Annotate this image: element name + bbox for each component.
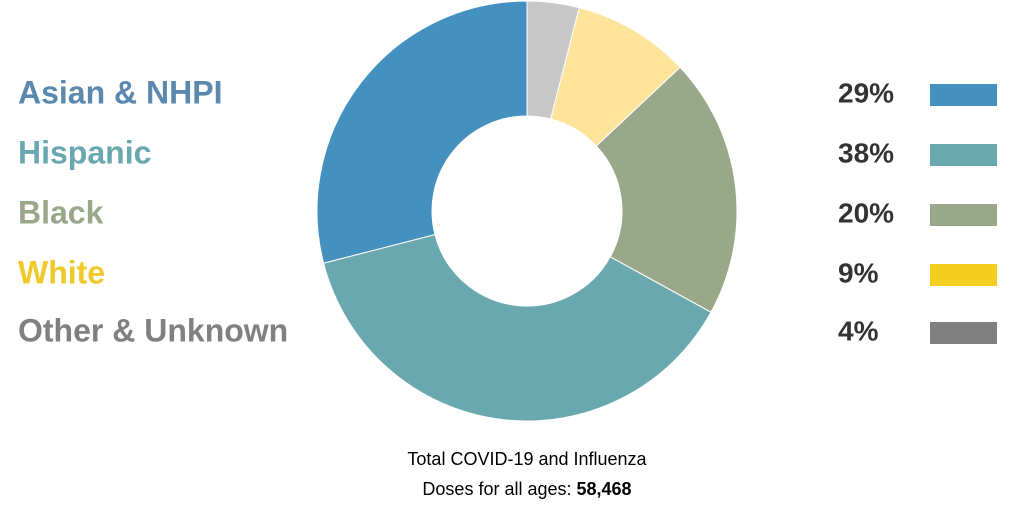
category-label: White bbox=[18, 254, 105, 290]
value-label: 9% bbox=[838, 257, 879, 288]
category-label: Asian & NHPI bbox=[18, 74, 222, 110]
total: 58,468 bbox=[577, 479, 632, 499]
value-label: 38% bbox=[838, 137, 894, 168]
value-label: 29% bbox=[838, 77, 894, 108]
donut-slice bbox=[526, 0, 580, 120]
donut-slice bbox=[322, 234, 712, 422]
legend-swatch bbox=[930, 144, 997, 166]
category-label: Hispanic bbox=[18, 134, 151, 170]
category-label: Other & Unknown bbox=[18, 312, 288, 348]
donut-slice bbox=[316, 0, 528, 264]
caption: Doses for all ages: bbox=[422, 479, 571, 499]
category-label: Black bbox=[18, 194, 104, 230]
legend-swatch bbox=[930, 204, 997, 226]
donut-slice bbox=[595, 66, 738, 313]
caption: Doses for all ages: 58,468 bbox=[422, 479, 631, 499]
caption: Total COVID-19 and Influenza bbox=[407, 449, 647, 469]
legend-swatch bbox=[930, 264, 997, 286]
legend-swatch bbox=[930, 322, 997, 344]
value-label: 4% bbox=[838, 315, 879, 346]
legend-swatch bbox=[930, 84, 997, 106]
value-label: 20% bbox=[838, 197, 894, 228]
